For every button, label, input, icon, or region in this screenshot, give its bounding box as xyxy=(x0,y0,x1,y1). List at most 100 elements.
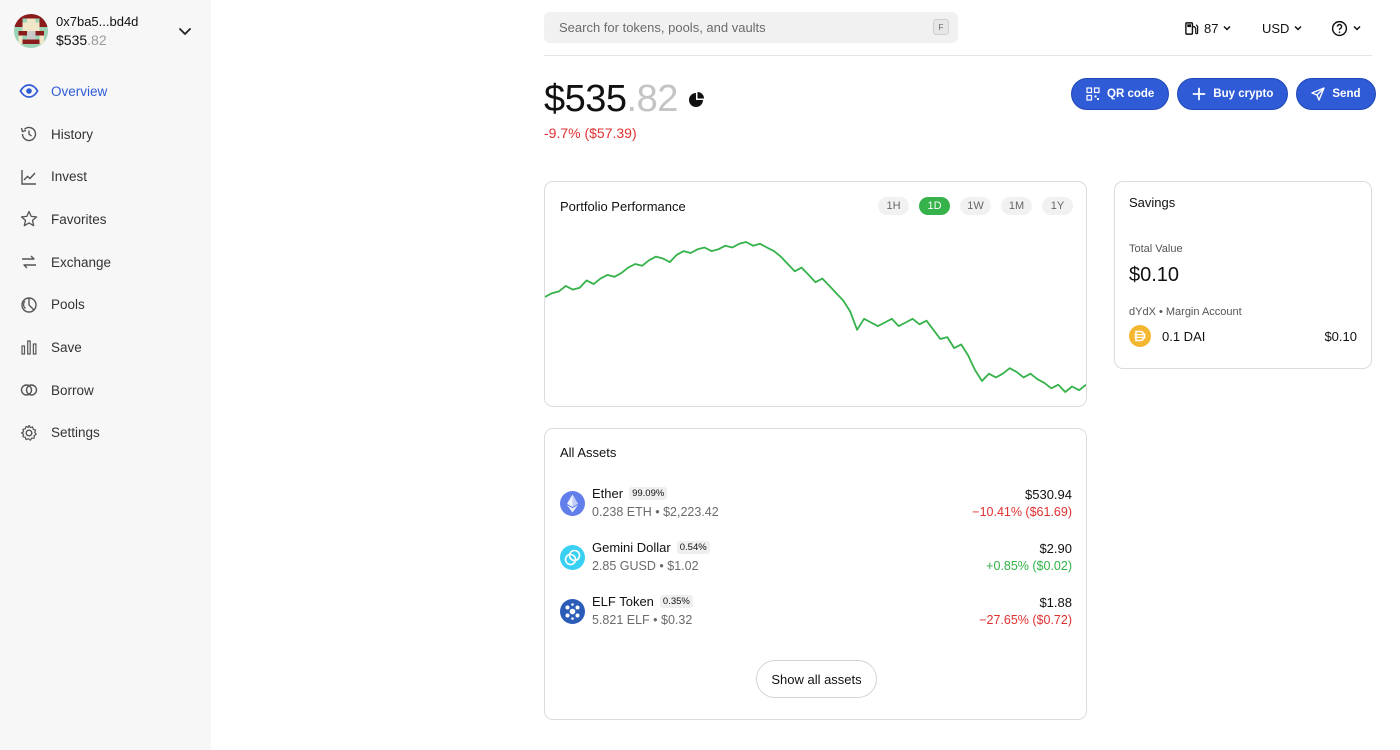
search-input[interactable]: Search for tokens, pools, and vaults F xyxy=(544,12,958,43)
asset-value: $1.88 xyxy=(1039,595,1072,610)
asset-value: $2.90 xyxy=(1039,541,1072,556)
borrow-icon xyxy=(20,384,38,396)
savings-card: Savings Total Value $0.10 dYdX • Margin … xyxy=(1114,181,1372,369)
chevron-down-icon xyxy=(1223,25,1231,31)
asset-value: $530.94 xyxy=(1025,487,1072,502)
assets-title: All Assets xyxy=(560,445,617,460)
sidebar-item-borrow[interactable]: Borrow xyxy=(0,369,211,412)
sidebar-item-history[interactable]: History xyxy=(0,113,211,156)
asset-row-gemini-dollar[interactable]: Gemini Dollar 0.54% 2.85 GUSD • $1.02 $2.… xyxy=(560,540,1072,576)
gemini-dollar-icon xyxy=(560,545,585,570)
sidebar-item-settings[interactable]: Settings xyxy=(0,412,211,455)
account-balance: $535.82 xyxy=(56,32,107,48)
timeframe-selector: 1H 1D 1W 1M 1Y xyxy=(878,197,1073,215)
sidebar-item-label: History xyxy=(51,126,94,142)
asset-name: ELF Token 0.35% xyxy=(592,594,693,609)
performance-series-line xyxy=(545,241,1086,393)
portfolio-change: -9.7% ($57.39) xyxy=(544,125,637,141)
help-icon xyxy=(1331,20,1348,36)
sidebar-item-label: Favorites xyxy=(51,211,107,227)
asset-change: −10.41% ($61.69) xyxy=(972,505,1072,519)
savings-token: 0.1 DAI xyxy=(1162,328,1206,344)
qr-code-icon xyxy=(1086,87,1100,101)
show-all-assets-button[interactable]: Show all assets xyxy=(756,660,877,698)
plus-icon xyxy=(1192,87,1206,101)
all-assets-card: All Assets Ether 99.09% 0.238 ETH • $2,22… xyxy=(544,428,1087,720)
search-placeholder: Search for tokens, pools, and vaults xyxy=(559,20,766,35)
asset-share-badge: 99.09% xyxy=(629,487,668,500)
gear-icon xyxy=(20,424,37,441)
help-dropdown[interactable] xyxy=(1331,18,1362,38)
timeframe-1y[interactable]: 1Y xyxy=(1042,197,1073,215)
action-buttons: QR code Buy crypto Send xyxy=(1071,78,1376,110)
send-icon xyxy=(1311,87,1326,101)
asset-name: Ether 99.09% xyxy=(592,486,668,501)
sidebar: 0x7ba5...bd4d $535.82 Overview History I… xyxy=(0,0,211,750)
sidebar-item-label: Settings xyxy=(51,425,100,441)
sidebar-item-label: Exchange xyxy=(51,254,112,270)
total-value: $0.10 xyxy=(1129,264,1180,286)
timeframe-1d[interactable]: 1D xyxy=(919,197,950,215)
portfolio-balance: $535.82 xyxy=(544,78,704,121)
send-button[interactable]: Send xyxy=(1296,78,1376,110)
sidebar-item-pools[interactable]: Pools xyxy=(0,283,211,326)
pixel-avatar-icon xyxy=(14,14,48,48)
search-shortcut-badge: F xyxy=(933,19,949,35)
chevron-down-icon xyxy=(1294,25,1302,31)
sidebar-item-label: Save xyxy=(51,339,82,355)
star-icon xyxy=(20,211,38,227)
asset-change: −27.65% ($0.72) xyxy=(979,613,1072,627)
asset-holding: 5.821 ELF • $0.32 xyxy=(592,613,693,627)
sidebar-nav: Overview History Invest Favorites Exchan… xyxy=(0,70,211,454)
account-switcher[interactable]: 0x7ba5...bd4d $535.82 xyxy=(14,13,199,49)
elf-token-icon xyxy=(560,599,585,624)
performance-chart[interactable] xyxy=(545,222,1086,406)
gas-price-value: 87 xyxy=(1204,20,1219,36)
sidebar-item-label: Invest xyxy=(51,169,88,185)
dai-icon xyxy=(1129,325,1151,347)
timeframe-1h[interactable]: 1H xyxy=(878,197,909,215)
qr-code-button[interactable]: QR code xyxy=(1071,78,1170,110)
sidebar-item-favorites[interactable]: Favorites xyxy=(0,198,211,241)
savings-account-label: dYdX • Margin Account xyxy=(1129,306,1242,318)
sidebar-item-save[interactable]: Save xyxy=(0,326,211,369)
savings-position-row[interactable]: 0.1 DAI $0.10 xyxy=(1129,325,1357,347)
sidebar-item-exchange[interactable]: Exchange xyxy=(0,241,211,284)
asset-share-badge: 0.54% xyxy=(676,541,710,554)
performance-title: Portfolio Performance xyxy=(560,199,686,214)
savings-token-value: $0.10 xyxy=(1324,328,1357,344)
asset-name: Gemini Dollar 0.54% xyxy=(592,540,710,555)
ether-icon xyxy=(560,491,585,516)
sidebar-item-label: Overview xyxy=(51,83,108,99)
currency-value: USD xyxy=(1262,20,1290,36)
asset-row-elf-token[interactable]: ELF Token 0.35% 5.821 ELF • $0.32 $1.88 −… xyxy=(560,594,1072,630)
savings-title: Savings xyxy=(1129,195,1176,210)
chart-line-icon xyxy=(21,169,36,185)
eye-icon xyxy=(19,84,39,99)
asset-holding: 2.85 GUSD • $1.02 xyxy=(592,559,699,573)
gas-pump-icon xyxy=(1185,21,1199,35)
sidebar-item-invest[interactable]: Invest xyxy=(0,155,211,198)
timeframe-1w[interactable]: 1W xyxy=(960,197,991,215)
sidebar-item-overview[interactable]: Overview xyxy=(0,70,211,113)
exchange-icon xyxy=(22,255,36,269)
bars-icon xyxy=(21,340,37,356)
portfolio-performance-card: Portfolio Performance 1H 1D 1W 1M 1Y xyxy=(544,181,1087,407)
asset-change: +0.85% ($0.02) xyxy=(986,559,1072,573)
history-icon xyxy=(20,126,37,142)
gas-price-dropdown[interactable]: 87 xyxy=(1184,18,1232,38)
asset-holding: 0.238 ETH • $2,223.42 xyxy=(592,505,719,519)
account-address: 0x7ba5...bd4d xyxy=(56,14,139,29)
timeframe-1m[interactable]: 1M xyxy=(1001,197,1032,215)
asset-row-ether[interactable]: Ether 99.09% 0.238 ETH • $2,223.42 $530.9… xyxy=(560,486,1072,522)
currency-dropdown[interactable]: USD xyxy=(1262,18,1303,38)
buy-crypto-button[interactable]: Buy crypto xyxy=(1177,78,1289,110)
sidebar-item-label: Pools xyxy=(51,297,85,313)
pools-icon xyxy=(21,297,37,313)
total-value-label: Total Value xyxy=(1129,243,1183,255)
asset-share-badge: 0.35% xyxy=(659,595,693,608)
chevron-down-icon xyxy=(179,28,191,35)
sidebar-item-label: Borrow xyxy=(51,382,94,398)
pie-chart-icon[interactable] xyxy=(688,91,704,108)
chevron-down-icon xyxy=(1353,25,1361,31)
